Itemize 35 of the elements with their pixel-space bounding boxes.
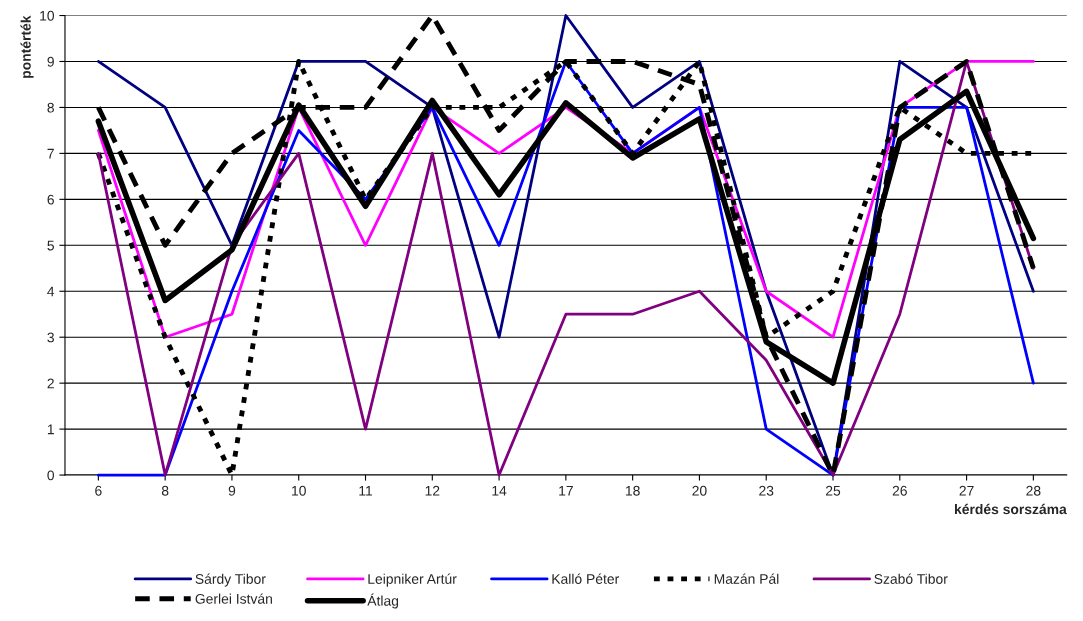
y-tick-label: 8 [47,102,54,113]
y-tick-label: 9 [47,56,54,67]
x-tick-label: 12 [425,485,440,496]
legend-label: Kalló Péter [552,573,619,584]
y-tick-label: 10 [40,10,55,21]
x-tick-label: 17 [559,485,573,496]
x-tick-label: 11 [359,485,373,496]
legend-label: Átlag [367,593,399,609]
x-tick-label: 6 [95,485,102,496]
x-tick-label: 18 [625,485,640,496]
x-tick-label: 28 [1026,485,1041,496]
legend-label: Leipniker Artúr [368,573,457,587]
y-tick-label: 0 [47,470,55,481]
legend-label: Sárdy Tibor [195,573,266,587]
legend-label: Mazán Pál [714,573,779,584]
y-tick-label: 5 [47,240,54,251]
y-tick-label: 2 [47,378,54,389]
y-axis-title: pontérték [20,15,34,78]
y-tick-label: 3 [47,332,54,343]
x-tick-label: 20 [692,485,707,496]
y-tick-label: 7 [47,148,54,159]
y-tick-label: 4 [47,286,55,297]
x-tick-label: 8 [161,485,169,496]
legend-label: Gerlei István [195,593,272,604]
x-tick-label: 23 [759,485,774,496]
x-tick-label: 27 [959,485,974,496]
legend-label: Szabó Tibor [874,573,948,584]
x-axis-title: kérdés sorszáma [955,503,1067,515]
x-tick-label: 14 [492,485,507,496]
x-tick-label: 26 [892,485,907,496]
x-tick-label: 10 [292,485,306,496]
y-tick-label: 6 [47,194,54,205]
x-tick-label: 9 [228,485,236,496]
y-tick-label: 1 [47,424,54,435]
x-tick-label: 25 [825,485,841,496]
